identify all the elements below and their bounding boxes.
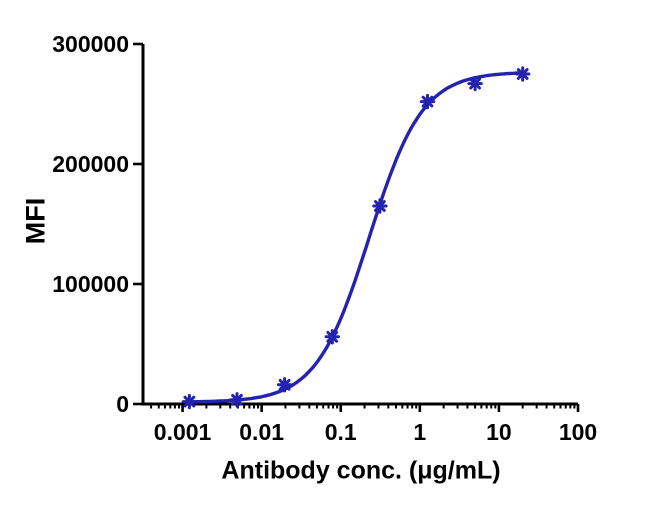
x-tick-label: 0.1 — [325, 419, 357, 445]
y-tick-label: 200000 — [52, 151, 129, 177]
y-tick-label: 100000 — [52, 271, 129, 297]
y-axis-title: MFI — [20, 197, 51, 245]
x-tick-label: 0.001 — [154, 419, 212, 445]
x-tick-label: 10 — [486, 419, 512, 445]
y-tick-label: 0 — [116, 391, 129, 417]
data-point-center — [472, 81, 478, 86]
x-tick-label: 100 — [559, 419, 597, 445]
data-point-center — [186, 399, 192, 404]
data-point-center — [425, 99, 430, 104]
y-tick-label: 300000 — [52, 31, 129, 57]
data-point-center — [282, 382, 287, 388]
data-point-center — [377, 203, 383, 209]
x-tick-label: 0.01 — [239, 419, 284, 445]
fit-curve — [187, 71, 525, 404]
x-axis-title: Antibody conc. (μg/mL) — [221, 456, 501, 485]
data-point-center — [520, 71, 526, 77]
x-tick-label: 1 — [413, 419, 426, 445]
data-point-center — [329, 334, 335, 340]
data-point-center — [234, 397, 240, 403]
